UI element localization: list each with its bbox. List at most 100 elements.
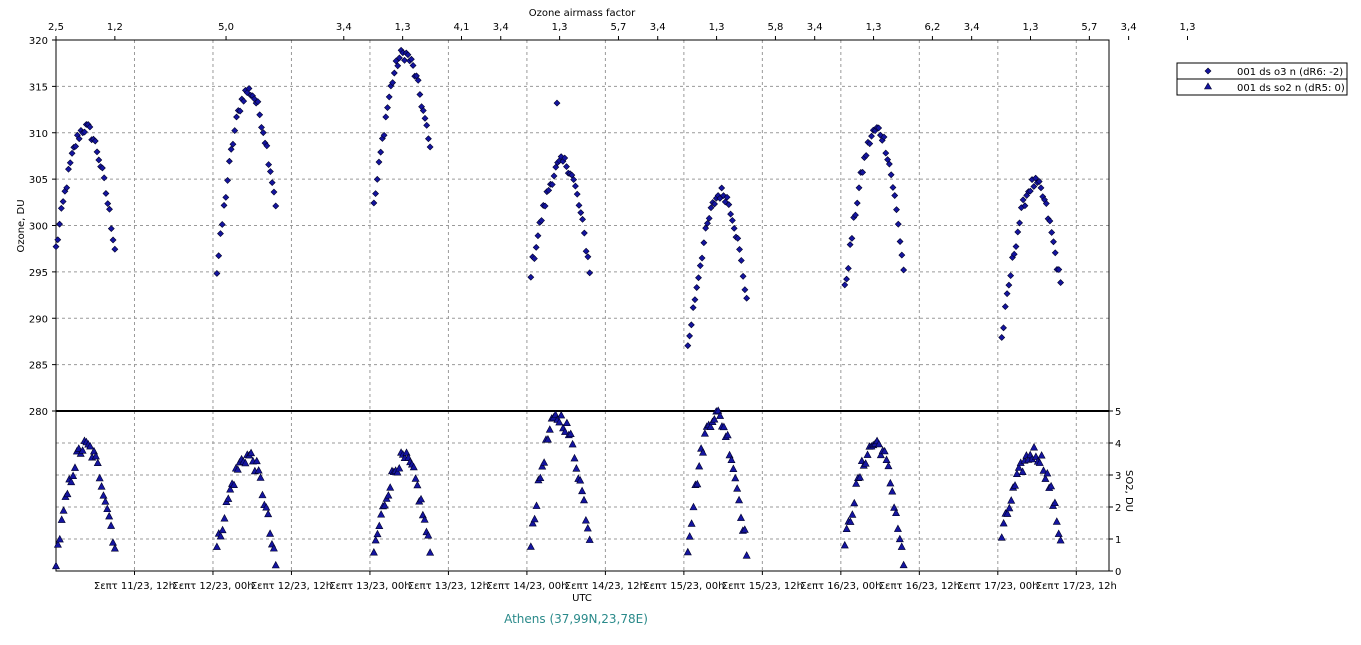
ozone-data-point: [848, 234, 856, 242]
ozone-data-point: [372, 190, 379, 198]
ozone-data-point: [563, 163, 570, 171]
so2-data-point: [526, 542, 535, 550]
ozone-data-point: [1046, 217, 1054, 225]
ozone-data-point: [894, 220, 902, 228]
so2-data-point: [729, 464, 738, 472]
so2-data-point: [262, 503, 271, 511]
so2-data-point: [706, 422, 715, 430]
so2-data-point: [1047, 481, 1056, 490]
so2-data-point: [683, 547, 692, 556]
ozone-data-point: [385, 93, 393, 101]
so2-data-point: [1043, 468, 1052, 477]
so2-data-point: [229, 480, 238, 489]
ozone-data-point: [868, 132, 875, 140]
so2-y-tick-label: 4: [1115, 439, 1121, 450]
ozone-data-point: [550, 172, 558, 180]
so2-data-point: [108, 538, 117, 546]
so2-data-point: [532, 501, 541, 509]
so2-data-point: [1005, 503, 1014, 512]
ozone-data-point: [577, 209, 585, 217]
so2-data-point: [59, 506, 68, 514]
so2-data-point: [846, 517, 855, 525]
top-axis-label: 6,2: [924, 22, 940, 33]
ozone-data-point: [384, 104, 391, 112]
ozone-data-point: [575, 201, 583, 209]
ozone-data-point: [245, 85, 253, 92]
x-tick-label: Σεπτ 15/23, 12h: [722, 581, 803, 592]
ozone-data-point: [702, 224, 710, 232]
so2-data-point: [545, 425, 554, 433]
ozone-data-point: [106, 205, 113, 213]
ozone-data-point: [401, 56, 408, 64]
legend-ozone-label: 001 ds o3 n (dR6: -2): [1237, 67, 1343, 78]
ozone-data-point: [1010, 250, 1018, 258]
ozone-data-point: [389, 79, 397, 87]
ozone-data-point: [882, 149, 890, 157]
so2-data-point: [731, 473, 740, 482]
so2-data-point: [863, 450, 872, 458]
ozone-data-point: [1000, 324, 1007, 332]
ozone-data-point: [687, 321, 695, 329]
top-axis-label: 5,7: [1081, 22, 1097, 33]
ozone-data-point: [240, 97, 248, 105]
so2-data-point: [57, 515, 66, 523]
ozone-data-point: [217, 230, 224, 238]
ozone-data-point: [893, 206, 900, 214]
ozone-data-point: [1055, 266, 1063, 273]
so2-data-point: [893, 524, 902, 532]
ozone-data-point: [730, 224, 738, 232]
ozone-series: [52, 46, 1065, 350]
ozone-data-point: [414, 76, 422, 84]
ozone-data-point: [855, 184, 863, 192]
ozone-y-axis-title: Ozone, DU: [16, 199, 27, 252]
so2-data-point: [233, 465, 242, 473]
so2-data-point: [555, 417, 564, 426]
ozone-data-point: [416, 91, 424, 98]
so2-data-point: [723, 430, 732, 439]
so2-data-point: [95, 473, 104, 482]
ozone-data-point: [68, 149, 76, 157]
ozone-data-point: [844, 264, 852, 272]
top-axis-label: 3,4: [807, 22, 823, 33]
ozone-data-point: [1021, 202, 1029, 210]
so2-data-point: [740, 525, 749, 533]
top-axis-label: 3,4: [336, 22, 352, 33]
legend-so2-label: 001 ds so2 n (dR5: 0): [1237, 83, 1345, 94]
so2-data-point: [93, 458, 102, 467]
top-axis-label: 3,4: [964, 22, 980, 33]
ozone-data-point: [377, 148, 385, 156]
ozone-data-point: [93, 148, 101, 156]
ozone-data-point: [553, 99, 561, 107]
so2-data-point: [51, 561, 61, 570]
so2-y-tick-label: 5: [1115, 407, 1121, 418]
so2-data-point: [1014, 463, 1023, 471]
so2-data-point: [266, 529, 275, 537]
so2-data-point: [1035, 458, 1044, 466]
ozone-data-point: [684, 342, 692, 350]
ozone-data-point: [530, 255, 538, 262]
ozone-y-tick-label: 315: [29, 82, 48, 93]
ozone-data-point: [700, 239, 708, 247]
so2-data-point: [269, 543, 278, 552]
so2-data-point: [850, 498, 859, 507]
so2-data-point: [719, 422, 728, 431]
so2-data-point: [70, 463, 79, 471]
so2-data-point: [852, 479, 861, 487]
so2-data-point: [218, 525, 227, 534]
so2-data-point: [1056, 535, 1065, 544]
ozone-data-point: [54, 236, 62, 244]
x-tick-label: Σεπτ 17/23, 00h: [957, 581, 1038, 592]
so2-data-point: [63, 489, 72, 498]
so2-data-point: [99, 491, 108, 499]
ozone-data-point: [727, 210, 735, 218]
ozone-data-point: [866, 140, 874, 148]
ozone-data-point: [1050, 238, 1057, 246]
so2-data-point: [264, 509, 273, 518]
ozone-data-point: [900, 266, 908, 274]
so2-data-point: [1012, 469, 1021, 477]
so2-data-point: [687, 519, 696, 527]
ozone-data-point: [698, 254, 706, 262]
so2-data-point: [393, 468, 402, 476]
ozone-data-point: [268, 179, 276, 187]
top-axis-label: 3,4: [493, 22, 509, 33]
